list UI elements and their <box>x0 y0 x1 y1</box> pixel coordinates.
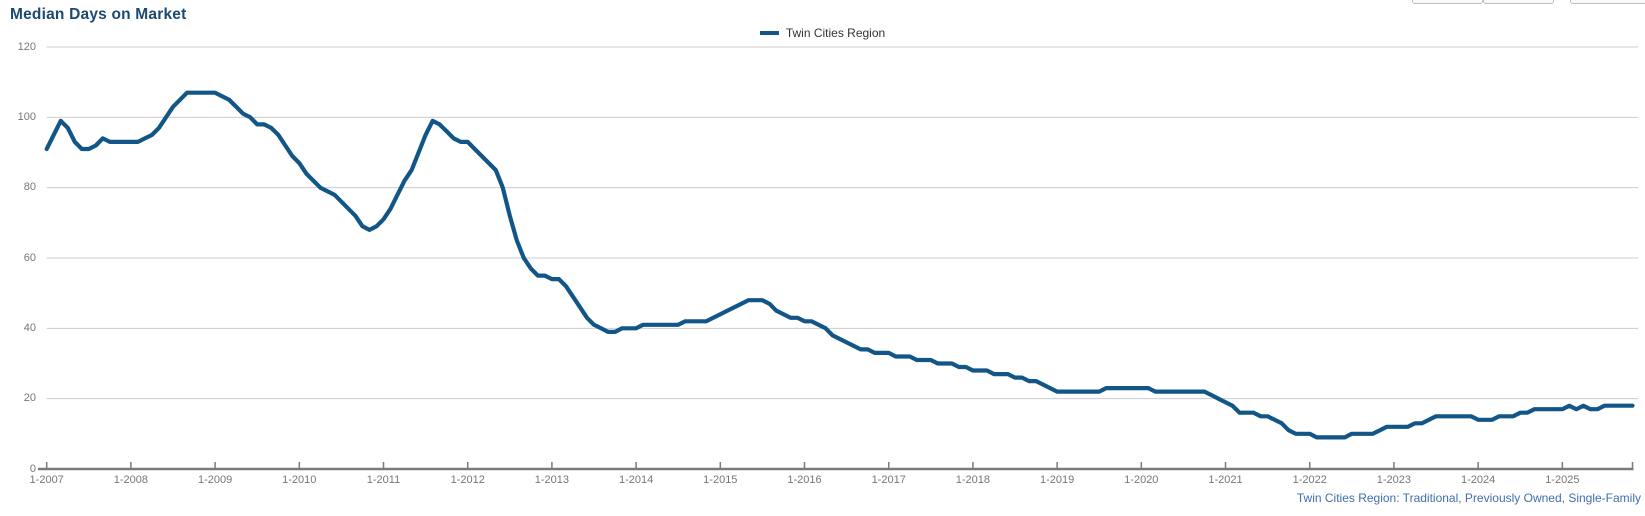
x-axis-tick-label: 1-2019 <box>1039 474 1075 486</box>
y-axis-tick-label: 20 <box>23 392 36 405</box>
y-axis-tick-label: 80 <box>23 181 36 194</box>
y-axis-tick-label: 40 <box>23 321 36 334</box>
legend-line-swatch <box>759 31 779 35</box>
x-axis-tick-label: 1-2014 <box>618 474 654 486</box>
x-axis-tick-label: 1-2015 <box>703 474 738 486</box>
y-axis-tick-label: 100 <box>17 110 36 123</box>
x-axis-tick-label: 1-2024 <box>1460 474 1496 486</box>
legend: Twin Cities Region <box>0 26 1645 40</box>
x-axis-tick-label: 1-2009 <box>197 474 233 486</box>
chart-footnote: Twin Cities Region: Traditional, Previou… <box>1296 491 1641 505</box>
x-axis-tick-label: 1-2025 <box>1545 474 1580 486</box>
cutoff-toolbar-button-1[interactable] <box>1412 0 1483 4</box>
x-axis-tick-label: 1-2017 <box>871 474 906 486</box>
x-axis-tick-label: 1-2021 <box>1208 474 1243 486</box>
cutoff-toolbar-button-2[interactable] <box>1483 0 1554 4</box>
x-axis-tick-label: 1-2010 <box>282 474 317 486</box>
y-axis-tick-label: 0 <box>29 462 36 475</box>
x-axis-tick-label: 1-2013 <box>534 474 570 486</box>
cutoff-toolbar-button-3[interactable] <box>1570 0 1645 4</box>
x-axis-tick-label: 1-2011 <box>366 474 401 486</box>
x-axis-tick-label: 1-2016 <box>787 474 822 486</box>
x-axis-tick-label: 1-2018 <box>955 474 991 486</box>
page-title: Median Days on Market <box>10 6 187 23</box>
y-axis-tick-label: 60 <box>23 251 36 264</box>
x-axis-tick-label: 1-2020 <box>1124 474 1159 486</box>
x-axis-tick-label: 1-2023 <box>1376 474 1412 486</box>
x-axis-tick-label: 1-2012 <box>450 474 485 486</box>
y-axis-tick-label: 120 <box>17 40 36 53</box>
x-axis-tick-label: 1-2007 <box>29 474 64 486</box>
x-axis-tick-label: 1-2008 <box>113 474 149 486</box>
legend-item-twin-cities-region[interactable]: Twin Cities Region <box>785 26 886 40</box>
x-axis-tick-label: 1-2022 <box>1292 474 1327 486</box>
